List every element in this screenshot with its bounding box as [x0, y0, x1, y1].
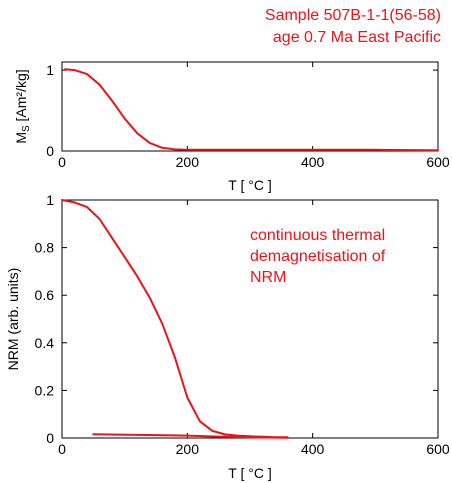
- x-tick-label: 0: [58, 441, 66, 457]
- x-tick-label: 600: [426, 441, 450, 457]
- x-tick-label: 400: [301, 154, 325, 170]
- y-tick-label: 0.6: [35, 287, 55, 303]
- y-tick-label: 0.4: [35, 335, 55, 351]
- series-line-2: [92, 433, 289, 439]
- ms-y-axis-label-main: M: [13, 132, 29, 144]
- x-tick-label: 200: [176, 441, 200, 457]
- y-tick-label: 1: [46, 62, 54, 78]
- ms-plot-ticks: 0 200 400 600 0 1: [46, 62, 450, 170]
- y-tick-label: 0: [46, 143, 54, 159]
- sample-title: Sample 507B-1-1(56-58): [265, 7, 441, 24]
- y-tick-label: 0.8: [35, 240, 55, 256]
- ms-y-axis-label-sub: S: [21, 125, 32, 132]
- ms-y-axis-label: MS [Am²/kg]: [13, 69, 32, 143]
- nrm-annotation-line-2: demagnetisation of: [250, 248, 386, 265]
- nrm-plot-series: [61, 199, 289, 439]
- sample-subtitle: age 0.7 Ma East Pacific: [273, 29, 441, 46]
- nrm-annotation-line-3: NRM: [250, 269, 286, 286]
- series-line-1: [64, 68, 439, 152]
- ms-plot-frame: [61, 61, 439, 152]
- ms-plot-series: [64, 68, 439, 152]
- nrm-y-axis-label: NRM (arb. units): [5, 268, 21, 371]
- x-tick-label: 0: [58, 154, 66, 170]
- nrm-x-axis-label: T [ °C ]: [228, 465, 271, 481]
- x-tick-label: 600: [426, 154, 450, 170]
- x-tick-label: 200: [176, 154, 200, 170]
- y-tick-label: 0.2: [35, 382, 55, 398]
- nrm-plot-ticks: 0 200 400 600 0 0.2 0.4 0.6 0.8 1: [35, 192, 450, 457]
- ms-plot: 0 200 400 600 0 1 T [ °C ] MS [Am²/kg]: [13, 61, 450, 193]
- y-tick-label: 1: [46, 192, 54, 208]
- nrm-annotation-line-1: continuous thermal: [250, 227, 385, 244]
- nrm-plot: 0 200 400 600 0 0.2 0.4 0.6 0.8 1 T [ °C ] NRM (a…: [5, 192, 450, 481]
- y-tick-label: 0: [46, 430, 54, 446]
- ms-y-axis-label-unit: [Am²/kg]: [13, 69, 29, 125]
- x-tick-label: 400: [301, 441, 325, 457]
- ms-x-axis-label: T [ °C ]: [228, 177, 271, 193]
